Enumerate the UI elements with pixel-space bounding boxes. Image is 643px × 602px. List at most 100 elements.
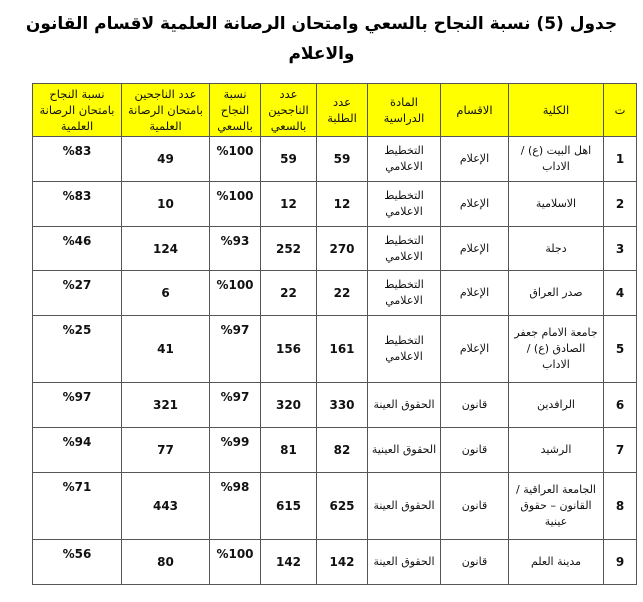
table-row: 7 الرشيد قانون الحقوق العينية 82 81 %99 77 %94 <box>32 427 637 473</box>
col-students-cell: 59 <box>316 136 368 182</box>
col-subject-cell: التخطيط الاعلامي <box>367 181 441 227</box>
col-students-cell: 625 <box>316 472 368 540</box>
col-subject-cell: التخطيط الاعلامي <box>367 315 441 383</box>
col-subject-cell: الحقوق العينة <box>367 539 441 585</box>
col-department-header: الاقسام <box>440 83 509 137</box>
col-department-cell: الإعلام <box>440 270 509 316</box>
table-row: 3 دجلة الإعلام التخطيط الاعلامي 270 252 %93 124… <box>32 226 637 271</box>
col-passed-exam-cell: 49 <box>121 136 210 182</box>
col-passed-effort-cell: 142 <box>260 539 317 585</box>
table-caption-line2: والاعلام <box>288 44 355 64</box>
col-students-cell: 330 <box>316 382 368 428</box>
col-students-cell: 12 <box>316 181 368 227</box>
col-passed-effort-cell: 12 <box>260 181 317 227</box>
table-caption: جدول (5) نسبة النجاح بالسعي وامتحان الرص… <box>25 14 618 34</box>
col-department-cell: الإعلام <box>440 226 509 271</box>
col-subject-header: المادة الدراسية <box>367 83 441 137</box>
col-subject-cell: الحقوق العينية <box>367 427 441 473</box>
col-index-cell: 7 <box>603 427 637 473</box>
col-index-header: ت <box>603 83 637 137</box>
col-index-cell: 2 <box>603 181 637 227</box>
col-department-cell: قانون <box>440 427 509 473</box>
col-passed-effort-cell: 59 <box>260 136 317 182</box>
col-pass-rate-exam-cell: %46 <box>32 226 122 271</box>
col-passed-exam-cell: 321 <box>121 382 210 428</box>
col-department-cell: قانون <box>440 539 509 585</box>
col-college-header: الكلية <box>508 83 604 137</box>
col-college-cell: جامعة الامام جعفر الصادق (ع) / الاداب <box>508 315 604 383</box>
header-row: ت الكلية الاقسام المادة الدراسية عدد الطلبة ع… <box>32 83 637 137</box>
col-subject-cell: التخطيط الاعلامي <box>367 270 441 316</box>
col-pass-rate-effort-cell: %98 <box>209 472 261 540</box>
table-row: 6 الرافدين قانون الحقوق العينة 330 320 %97 321%… <box>32 382 637 428</box>
col-subject-cell: الحقوق العينة <box>367 382 441 428</box>
col-passed-exam-cell: 80 <box>121 539 210 585</box>
col-students-header: عدد الطلبة <box>316 83 368 137</box>
col-pass-rate-exam-cell: %25 <box>32 315 122 383</box>
col-college-cell: دجلة <box>508 226 604 271</box>
col-pass-rate-effort-cell: %99 <box>209 427 261 473</box>
table-row: 1 اهل البيت (ع) / الاداب الإعلام التخطيط ال… <box>32 136 637 182</box>
col-passed-exam-cell: 6 <box>121 270 210 316</box>
col-passed-effort-cell: 252 <box>260 226 317 271</box>
col-college-cell: اهل البيت (ع) / الاداب <box>508 136 604 182</box>
results-table: ت الكلية الاقسام المادة الدراسية عدد الطلبة ع… <box>32 83 637 585</box>
col-passed-effort-cell: 22 <box>260 270 317 316</box>
col-index-cell: 6 <box>603 382 637 428</box>
col-pass-rate-exam-cell: %94 <box>32 427 122 473</box>
col-subject-cell: التخطيط الاعلامي <box>367 226 441 271</box>
col-subject-cell: الحقوق العينة <box>367 472 441 540</box>
col-index-cell: 5 <box>603 315 637 383</box>
col-passed-exam-cell: 443 <box>121 472 210 540</box>
col-department-cell: الإعلام <box>440 315 509 383</box>
col-students-cell: 142 <box>316 539 368 585</box>
col-pass-rate-exam-cell: %83 <box>32 181 122 227</box>
col-pass-rate-effort-cell: %100 <box>209 270 261 316</box>
col-students-cell: 270 <box>316 226 368 271</box>
table-row: 5 جامعة الامام جعفر الصادق (ع) / الاداب ال… <box>32 315 637 383</box>
col-passed-exam-cell: 77 <box>121 427 210 473</box>
col-pass-rate-exam-cell: %27 <box>32 270 122 316</box>
table-row: 4 صدر العراق الإعلام التخطيط الاعلامي 22 22 %1… <box>32 270 637 316</box>
col-students-cell: 161 <box>316 315 368 383</box>
col-index-cell: 1 <box>603 136 637 182</box>
table-row: 2 الاسلامية الإعلام التخطيط الاعلامي 12 12 %10… <box>32 181 637 227</box>
col-pass-rate-effort-cell: %97 <box>209 315 261 383</box>
col-department-cell: قانون <box>440 472 509 540</box>
col-index-cell: 8 <box>603 472 637 540</box>
col-department-cell: الإعلام <box>440 181 509 227</box>
col-index-cell: 9 <box>603 539 637 585</box>
col-college-cell: مدينة العلم <box>508 539 604 585</box>
col-passed-effort-cell: 615 <box>260 472 317 540</box>
col-pass-rate-effort-header: نسبة النجاح بالسعي <box>209 83 261 137</box>
col-pass-rate-exam-cell: %56 <box>32 539 122 585</box>
col-pass-rate-exam-header: نسبة النجاح بامتحان الرصانة العلمية <box>32 83 122 137</box>
col-college-cell: الرشيد <box>508 427 604 473</box>
col-pass-rate-effort-cell: %93 <box>209 226 261 271</box>
col-passed-exam-cell: 41 <box>121 315 210 383</box>
col-passed-exam-cell: 10 <box>121 181 210 227</box>
col-pass-rate-effort-cell: %97 <box>209 382 261 428</box>
col-department-cell: الإعلام <box>440 136 509 182</box>
col-pass-rate-effort-cell: %100 <box>209 181 261 227</box>
col-index-cell: 4 <box>603 270 637 316</box>
col-passed-effort-cell: 156 <box>260 315 317 383</box>
col-passed-effort-header: عدد الناجحين بالسعي <box>260 83 317 137</box>
col-pass-rate-exam-cell: %83 <box>32 136 122 182</box>
col-pass-rate-exam-cell: %71 <box>32 472 122 540</box>
col-pass-rate-effort-cell: %100 <box>209 136 261 182</box>
col-students-cell: 82 <box>316 427 368 473</box>
col-passed-effort-cell: 320 <box>260 382 317 428</box>
col-department-cell: قانون <box>440 382 509 428</box>
col-college-cell: الجامعة العراقية / القانون – حقوق عينية <box>508 472 604 540</box>
col-students-cell: 22 <box>316 270 368 316</box>
col-passed-exam-cell: 124 <box>121 226 210 271</box>
table-row: 8 الجامعة العراقية / القانون – حقوق عينية… <box>32 472 637 540</box>
col-college-cell: الاسلامية <box>508 181 604 227</box>
col-college-cell: صدر العراق <box>508 270 604 316</box>
col-pass-rate-effort-cell: %100 <box>209 539 261 585</box>
col-passed-effort-cell: 81 <box>260 427 317 473</box>
col-subject-cell: التخطيط الاعلامي <box>367 136 441 182</box>
col-index-cell: 3 <box>603 226 637 271</box>
col-pass-rate-exam-cell: %97 <box>32 382 122 428</box>
